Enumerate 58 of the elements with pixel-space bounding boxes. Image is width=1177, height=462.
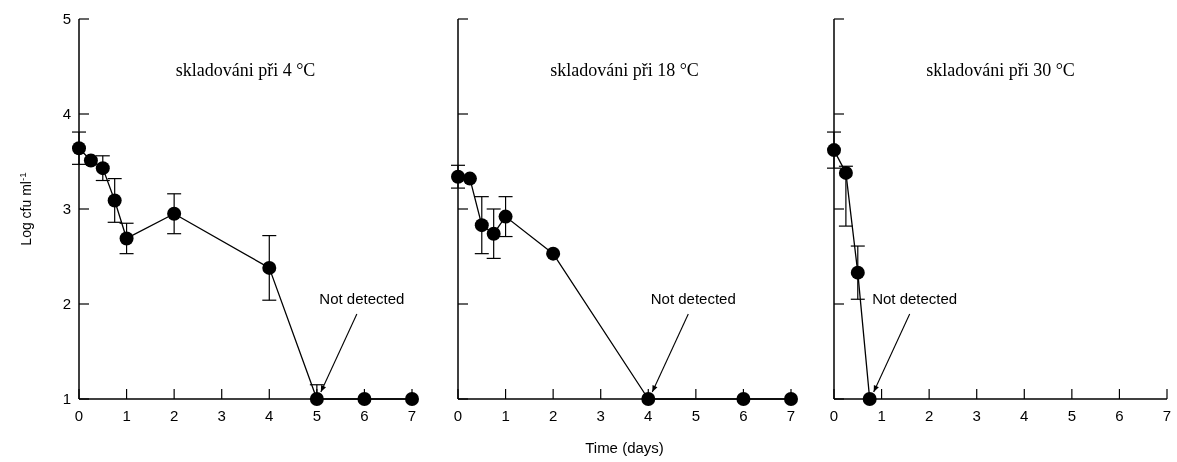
x-tick-label: 7 (407, 407, 417, 424)
point (451, 169, 465, 184)
y-tick-label: 3 (62, 200, 71, 218)
x-axis-title: Time (days) (585, 439, 664, 456)
annotation: Not detected (650, 290, 736, 307)
point (474, 218, 489, 233)
point (827, 143, 841, 158)
x-tick-label: 0 (453, 407, 463, 424)
x-tick-label: 7 (1162, 407, 1172, 424)
x-tick-label: 4 (1020, 407, 1029, 424)
y-tick-label: 5 (62, 10, 71, 28)
point (72, 141, 86, 156)
point (107, 193, 122, 208)
point (462, 171, 477, 186)
point (405, 392, 419, 406)
x-tick-label: 5 (1067, 407, 1077, 424)
point (850, 265, 865, 280)
x-tick-label: 5 (312, 407, 322, 424)
x-tick-label: 0 (74, 407, 84, 424)
point (95, 161, 110, 176)
point (736, 392, 751, 406)
x-tick-label: 2 (924, 407, 934, 424)
point (546, 246, 561, 261)
point (309, 392, 324, 406)
x-tick-label: 4 (265, 407, 274, 424)
point (262, 260, 277, 275)
x-tick-label: 1 (877, 407, 886, 424)
x-tick-label: 3 (596, 407, 605, 424)
x-tick-label: 6 (360, 407, 369, 424)
x-tick-label: 3 (972, 407, 981, 424)
point (498, 209, 513, 224)
x-tick-label: 6 (1115, 407, 1124, 424)
x-tick-label: 5 (691, 407, 701, 424)
x-tick-label: 3 (217, 407, 226, 424)
point (641, 392, 656, 406)
annotation: Not detected (319, 290, 405, 307)
x-tick-label: 2 (548, 407, 558, 424)
point (119, 231, 134, 246)
x-tick-label: 7 (786, 407, 796, 424)
x-tick-label: 0 (829, 407, 839, 424)
point (357, 392, 372, 406)
text: skladováni při 30 °C (926, 60, 1075, 80)
point (83, 153, 98, 168)
text: skladováni při 18 °C (550, 60, 699, 80)
text: skladováni při 4 °C (175, 60, 316, 80)
point (784, 392, 798, 406)
point (862, 392, 877, 406)
y-tick-label: 4 (62, 105, 71, 123)
x-tick-label: 1 (501, 407, 510, 424)
annotation: Not detected (872, 290, 958, 307)
y-tick-label: 2 (62, 295, 71, 313)
x-tick-label: 4 (644, 407, 653, 424)
y-tick-label: 1 (62, 390, 71, 408)
x-tick-label: 1 (122, 407, 131, 424)
point (167, 206, 182, 221)
point (486, 226, 501, 241)
x-tick-label: 2 (169, 407, 179, 424)
x-tick-label: 6 (739, 407, 748, 424)
